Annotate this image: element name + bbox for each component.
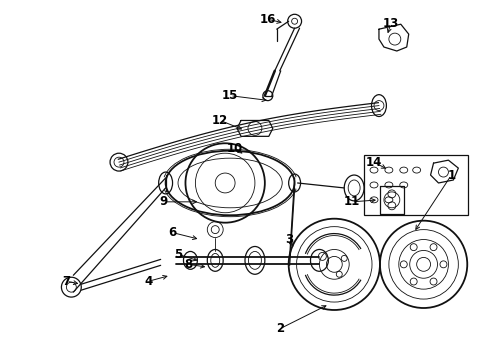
Text: 1: 1 [447, 168, 456, 181]
Bar [364, 155, 468, 215]
Text: 13: 13 [383, 17, 399, 30]
Text: 14: 14 [366, 156, 382, 168]
Text: 16: 16 [260, 13, 276, 26]
Text: 11: 11 [344, 195, 360, 208]
Text: 5: 5 [174, 248, 183, 261]
Text: 15: 15 [222, 89, 238, 102]
Text: 10: 10 [227, 142, 243, 155]
Text: 6: 6 [169, 226, 177, 239]
Text: 4: 4 [145, 275, 153, 288]
Text: 8: 8 [184, 258, 193, 271]
Text: 9: 9 [160, 195, 168, 208]
Text: 12: 12 [212, 114, 228, 127]
Text: 3: 3 [286, 233, 294, 246]
Text: 7: 7 [62, 275, 71, 288]
Text: 2: 2 [276, 322, 284, 336]
